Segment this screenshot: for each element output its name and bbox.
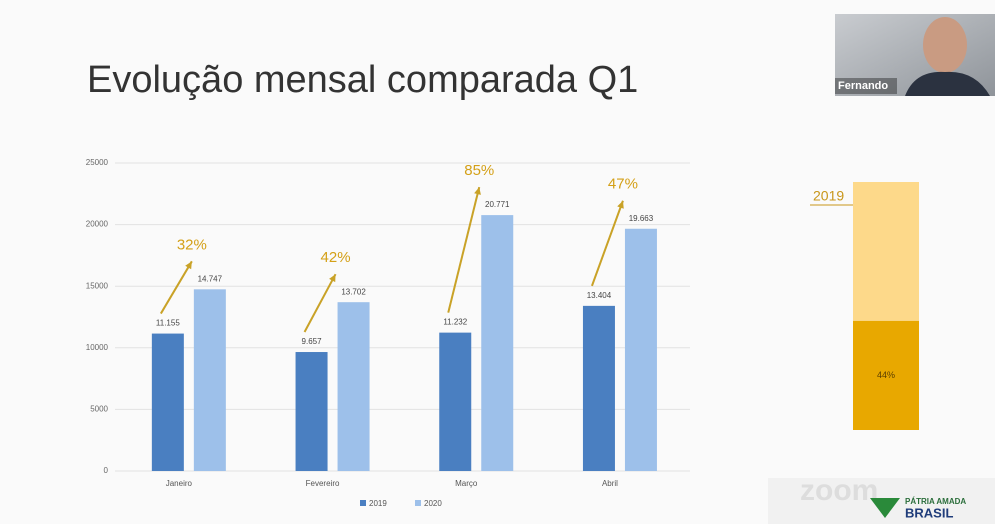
legend-swatch bbox=[415, 500, 421, 506]
value-label: 9.657 bbox=[302, 337, 323, 346]
value-label: 11.232 bbox=[443, 318, 467, 327]
video-tile: Fernando bbox=[835, 14, 995, 96]
x-tick-label: Janeiro bbox=[166, 479, 193, 488]
legend-label: 2020 bbox=[424, 499, 442, 508]
growth-annotation: 42% bbox=[321, 249, 351, 266]
legend-swatch bbox=[360, 500, 366, 506]
side-value-label: 44% bbox=[877, 370, 895, 380]
side-bar-rest bbox=[853, 182, 919, 321]
y-tick-label: 10000 bbox=[86, 343, 109, 352]
x-tick-label: Abril bbox=[602, 479, 618, 488]
bar bbox=[338, 302, 370, 471]
x-tick-label: Março bbox=[455, 479, 478, 488]
bar bbox=[296, 352, 328, 471]
y-tick-label: 0 bbox=[104, 466, 109, 475]
value-label: 20.771 bbox=[485, 200, 510, 209]
value-label: 19.663 bbox=[629, 214, 654, 223]
value-label: 14.747 bbox=[198, 274, 223, 283]
y-tick-label: 15000 bbox=[86, 281, 109, 290]
growth-annotation: 85% bbox=[464, 162, 494, 179]
value-label: 13.702 bbox=[341, 287, 366, 296]
y-tick-label: 20000 bbox=[86, 220, 109, 229]
y-tick-label: 25000 bbox=[86, 158, 109, 167]
zoom-watermark: zoom bbox=[800, 474, 878, 507]
bar bbox=[481, 215, 513, 471]
video-face bbox=[923, 17, 967, 73]
bar bbox=[625, 229, 657, 471]
screen: Evolução mensal comparada Q1 Fernando 20… bbox=[0, 0, 995, 524]
bar bbox=[439, 333, 471, 471]
value-label: 13.404 bbox=[587, 291, 612, 300]
x-tick-label: Fevereiro bbox=[306, 479, 340, 488]
side-label: 2019 bbox=[813, 188, 844, 204]
value-label: 11.155 bbox=[156, 319, 180, 328]
growth-annotation: 47% bbox=[608, 176, 638, 193]
y-tick-label: 5000 bbox=[90, 405, 108, 414]
legend-label: 2019 bbox=[369, 499, 387, 508]
participant-name: Fernando bbox=[838, 80, 888, 92]
bar bbox=[583, 306, 615, 471]
bar bbox=[194, 289, 226, 471]
bar bbox=[152, 334, 184, 471]
growth-annotation: 32% bbox=[177, 236, 207, 253]
footer-logo: zoom PÁTRIA AMADA BRASIL bbox=[768, 474, 995, 524]
slide-title: Evolução mensal comparada Q1 bbox=[87, 59, 638, 101]
logo-main: BRASIL bbox=[905, 505, 953, 520]
